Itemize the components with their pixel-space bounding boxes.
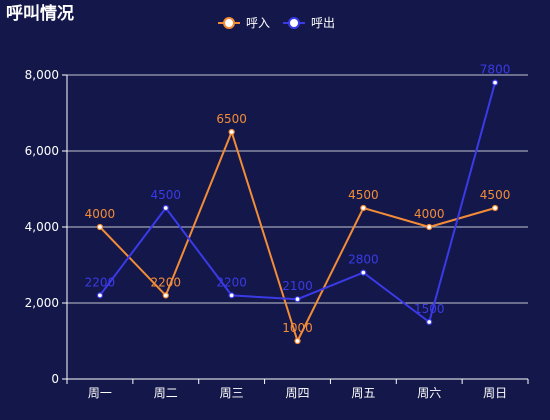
series <box>96 79 499 345</box>
y-tick-label: 0 <box>51 372 59 386</box>
data-point[interactable] <box>294 296 301 303</box>
data-point[interactable] <box>162 204 169 212</box>
legend-marker <box>223 17 235 29</box>
data-point[interactable] <box>162 292 169 299</box>
chart-title: 呼叫情况 <box>6 4 74 24</box>
data-label: 4500 <box>480 188 511 202</box>
data-point[interactable] <box>426 318 433 326</box>
x-tick-label: 周五 <box>351 386 375 400</box>
data-label: 2200 <box>151 275 182 289</box>
x-tick-label: 周一 <box>88 386 112 400</box>
grid-lines <box>67 74 528 304</box>
data-point[interactable] <box>96 223 104 231</box>
data-label: 2200 <box>216 275 247 289</box>
data-label: 2100 <box>282 279 313 293</box>
data-point[interactable] <box>426 223 433 231</box>
data-point[interactable] <box>491 204 499 212</box>
data-label: 2800 <box>348 253 379 267</box>
x-tick-label: 周日 <box>483 386 507 400</box>
x-tick-label: 周三 <box>220 386 244 400</box>
data-label: 4500 <box>151 188 182 202</box>
axes: 0 2,000 4,000 6,000 8,000 周一 周二 周三 周四 周五 周六 周日 <box>25 68 529 400</box>
x-tick-label: 周四 <box>285 386 309 400</box>
data-point[interactable] <box>491 79 499 86</box>
legend[interactable]: 呼入 呼出 <box>218 16 335 30</box>
data-point[interactable] <box>228 128 235 136</box>
data-label: 4000 <box>414 207 445 221</box>
legend-label: 呼入 <box>246 16 270 30</box>
data-point[interactable] <box>360 269 367 276</box>
y-tick-label: 4,000 <box>25 220 59 234</box>
data-label: 4500 <box>348 188 379 202</box>
x-tick-label: 周二 <box>154 386 178 400</box>
data-label: 1500 <box>414 302 445 316</box>
data-point[interactable] <box>228 292 235 299</box>
data-label: 6500 <box>216 112 247 126</box>
data-label: 2200 <box>85 275 116 289</box>
legend-label: 呼出 <box>311 16 335 30</box>
data-point[interactable] <box>360 204 367 212</box>
data-point[interactable] <box>294 337 301 345</box>
y-tick-label: 8,000 <box>25 68 59 82</box>
y-tick-label: 6,000 <box>25 144 59 158</box>
data-point[interactable] <box>96 292 104 299</box>
data-label: 7800 <box>480 63 511 77</box>
x-tick-label: 周六 <box>417 386 441 400</box>
legend-marker <box>288 17 300 29</box>
data-label: 4000 <box>85 207 116 221</box>
data-label: 1000 <box>282 321 313 335</box>
legend-item[interactable]: 呼入 <box>218 16 270 30</box>
data-labels: 4000 2200 6500 1000 4500 4000 4500 2200 4500 2200… <box>85 63 511 335</box>
legend-item[interactable]: 呼出 <box>283 16 335 30</box>
y-tick-label: 2,000 <box>25 296 59 310</box>
